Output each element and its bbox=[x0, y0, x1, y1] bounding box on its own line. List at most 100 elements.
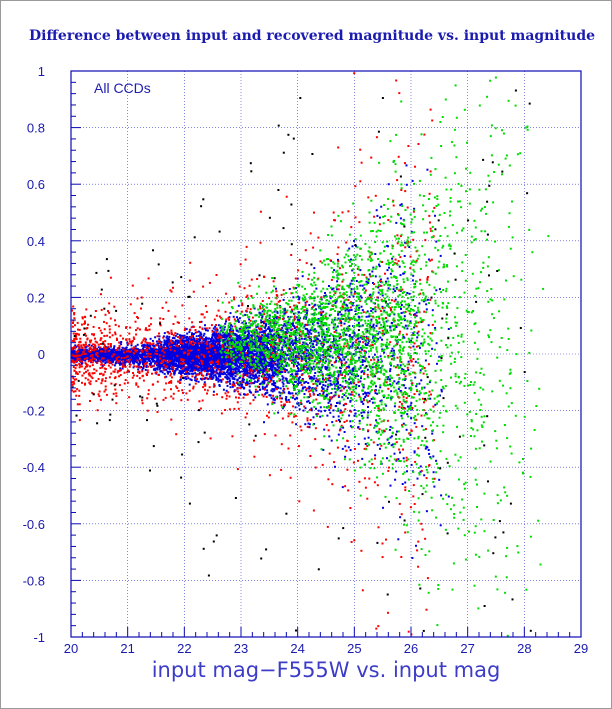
data-point bbox=[311, 342, 314, 345]
data-point bbox=[418, 346, 421, 349]
data-point bbox=[389, 484, 392, 487]
data-point bbox=[370, 318, 373, 321]
data-point bbox=[138, 355, 141, 358]
data-point bbox=[234, 375, 237, 378]
data-point bbox=[106, 352, 109, 355]
data-point bbox=[294, 347, 297, 350]
data-point bbox=[168, 340, 171, 343]
data-point bbox=[277, 360, 280, 363]
data-point bbox=[302, 386, 305, 389]
data-point bbox=[90, 344, 93, 347]
data-point bbox=[212, 390, 215, 393]
data-point bbox=[189, 357, 192, 360]
data-point bbox=[348, 247, 351, 250]
data-point bbox=[223, 333, 226, 336]
data-point bbox=[313, 340, 316, 343]
data-point bbox=[328, 374, 331, 377]
data-point bbox=[366, 344, 369, 346]
data-point bbox=[431, 432, 434, 435]
data-point bbox=[97, 352, 100, 355]
data-point bbox=[252, 352, 255, 355]
data-point bbox=[112, 352, 115, 355]
data-point bbox=[371, 401, 374, 404]
data-point bbox=[318, 325, 321, 328]
data-point bbox=[347, 365, 350, 368]
data-point bbox=[223, 328, 226, 331]
data-point bbox=[151, 339, 154, 342]
data-point bbox=[250, 373, 253, 376]
data-point bbox=[361, 338, 364, 340]
data-point bbox=[214, 362, 217, 365]
data-point bbox=[118, 350, 121, 353]
data-point bbox=[358, 419, 361, 422]
data-point bbox=[247, 330, 250, 333]
data-point bbox=[403, 336, 406, 339]
data-point bbox=[230, 338, 233, 341]
data-point bbox=[324, 336, 326, 339]
data-point bbox=[256, 371, 259, 374]
data-point bbox=[165, 349, 168, 351]
data-point bbox=[104, 357, 107, 360]
data-point bbox=[112, 360, 114, 363]
data-point bbox=[306, 400, 309, 403]
data-point bbox=[379, 278, 382, 281]
data-point bbox=[88, 355, 91, 358]
data-point bbox=[311, 376, 313, 379]
data-point bbox=[434, 403, 437, 406]
data-point bbox=[381, 338, 383, 341]
data-point bbox=[223, 368, 226, 371]
data-point bbox=[309, 348, 312, 351]
data-point bbox=[331, 341, 334, 343]
data-point bbox=[279, 336, 282, 339]
data-point bbox=[367, 278, 370, 281]
data-point bbox=[264, 326, 266, 329]
data-point bbox=[286, 354, 288, 357]
data-point bbox=[206, 367, 209, 370]
data-point bbox=[185, 378, 188, 380]
data-point bbox=[287, 321, 290, 324]
data-point bbox=[118, 357, 121, 360]
data-point bbox=[320, 313, 323, 315]
data-point bbox=[329, 350, 332, 353]
data-point bbox=[264, 386, 267, 389]
data-point bbox=[329, 379, 332, 382]
data-point bbox=[107, 354, 109, 357]
data-point bbox=[274, 367, 277, 370]
data-point bbox=[228, 326, 231, 329]
data-point bbox=[290, 355, 293, 358]
data-point bbox=[110, 360, 113, 363]
data-point bbox=[151, 358, 154, 361]
data-point bbox=[267, 333, 270, 336]
data-point bbox=[171, 339, 174, 342]
data-point bbox=[276, 365, 279, 368]
data-point bbox=[223, 366, 226, 369]
data-point bbox=[327, 401, 330, 404]
data-point bbox=[194, 340, 197, 343]
data-point bbox=[273, 398, 276, 401]
data-point bbox=[147, 349, 150, 352]
data-point bbox=[268, 327, 271, 330]
data-point bbox=[145, 364, 148, 367]
data-point bbox=[361, 457, 364, 460]
data-point bbox=[243, 378, 246, 381]
data-point bbox=[171, 343, 174, 346]
data-point bbox=[155, 354, 158, 357]
data-point bbox=[143, 357, 146, 360]
data-point bbox=[350, 288, 353, 291]
data-point bbox=[183, 348, 186, 351]
data-point bbox=[273, 401, 276, 404]
data-point bbox=[243, 354, 246, 357]
data-point bbox=[146, 357, 149, 360]
data-point bbox=[97, 350, 100, 353]
data-point bbox=[110, 349, 113, 352]
data-point bbox=[247, 335, 250, 338]
data-point bbox=[165, 375, 168, 378]
data-point bbox=[413, 422, 416, 425]
data-point bbox=[425, 412, 428, 415]
data-point bbox=[367, 281, 370, 284]
data-point bbox=[147, 350, 150, 353]
data-point bbox=[143, 354, 146, 357]
data-point bbox=[416, 477, 419, 480]
data-point bbox=[360, 411, 363, 414]
data-point bbox=[242, 374, 245, 377]
